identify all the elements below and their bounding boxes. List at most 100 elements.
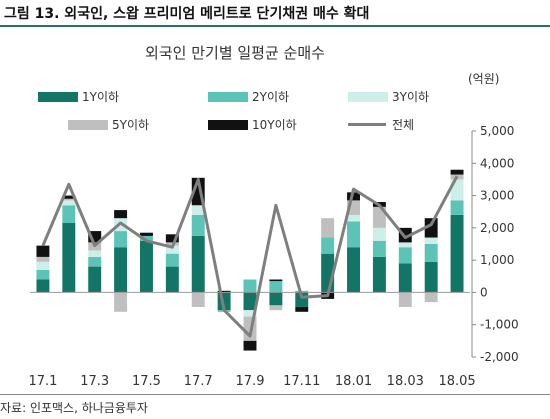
- bars-layer: [30, 169, 470, 351]
- x-tick-label: 17.11: [283, 374, 320, 389]
- bar-segment: [243, 292, 257, 311]
- bar-segment: [424, 292, 438, 303]
- legend-item-2y: 2Y이하: [208, 88, 289, 105]
- x-axis: 17.1 17.3 17.5 17.7 17.9 17.11 18.01 18.03 18.05: [28, 374, 475, 389]
- bar-segment: [88, 266, 102, 293]
- bar-segment: [398, 242, 412, 248]
- total-line-layer: [41, 175, 459, 338]
- bar-segment: [36, 245, 50, 257]
- bar-segment: [269, 292, 283, 306]
- bar-segment: [295, 306, 309, 312]
- y-tick-label: -2,000: [480, 350, 519, 364]
- bar-segment: [165, 234, 179, 243]
- x-tick-label: 17.1: [28, 374, 57, 389]
- legend-label-2y: 2Y이하: [252, 90, 290, 104]
- bar-segment: [243, 340, 257, 351]
- bar-segment: [398, 247, 412, 264]
- bar-segment: [450, 200, 464, 215]
- bar-segment: [372, 227, 386, 241]
- bar-segment: [191, 205, 205, 215]
- legend-swatch-5y: [68, 119, 108, 130]
- bar-segment: [191, 292, 205, 307]
- bar-segment: [243, 310, 257, 317]
- bar-segment: [36, 256, 50, 262]
- y-tick-label: 4,000: [480, 156, 514, 170]
- x-tick-label: 18.05: [438, 374, 475, 389]
- bar-segment: [347, 221, 360, 248]
- bar-segment: [62, 198, 76, 201]
- y-tick-label: 1,000: [480, 253, 514, 267]
- y-tick-label: 0: [480, 285, 488, 299]
- bar-segment: [321, 218, 335, 238]
- title-rule: [0, 25, 550, 27]
- legend-item-3y: 3Y이하: [348, 88, 429, 105]
- legend-swatch-total: [348, 123, 386, 126]
- x-tick-label: 17.5: [132, 374, 161, 389]
- x-tick-label: 17.9: [236, 374, 265, 389]
- bar-segment: [347, 192, 360, 201]
- bar-segment: [165, 266, 179, 293]
- bar-segment: [269, 305, 283, 311]
- bar-segment: [191, 214, 205, 236]
- legend: 1Y이하 2Y이하 3Y이하 5Y이하 10Y이하 전체: [0, 84, 470, 134]
- bar-segment: [450, 214, 464, 293]
- bar-segment: [424, 237, 438, 244]
- x-tick-label: 18.03: [387, 374, 424, 389]
- total-line: [41, 175, 459, 338]
- bar-segment: [398, 263, 412, 293]
- legend-label-total: 전체: [392, 118, 415, 132]
- bar-segment: [372, 240, 386, 257]
- bottom-rule: [0, 394, 550, 395]
- bar-segment: [88, 250, 102, 257]
- bar-segment: [424, 261, 438, 293]
- x-tick-label: 18.01: [335, 374, 372, 389]
- legend-item-total: 전체: [348, 116, 414, 133]
- bar-segment: [372, 206, 386, 228]
- bar-segment: [140, 235, 153, 241]
- bar-segment: [88, 231, 102, 243]
- x-tick-label: 17.3: [80, 374, 109, 389]
- bar-segment: [62, 195, 76, 199]
- bar-segment: [36, 261, 50, 270]
- unit-label: (억원): [468, 72, 500, 86]
- bar-segment: [62, 200, 76, 206]
- bar-segment: [114, 231, 128, 248]
- legend-swatch-1y: [38, 91, 78, 102]
- bar-segment: [398, 292, 412, 307]
- chart-title: 외국인 만기별 일평균 순매수: [145, 44, 325, 62]
- bar-segment: [165, 245, 179, 254]
- y-tick-label: -1,000: [480, 318, 519, 332]
- legend-label-1y: 1Y이하: [82, 90, 120, 104]
- bar-segment: [269, 281, 283, 293]
- bar-segment: [424, 244, 438, 262]
- y-tick-label: 3,000: [480, 189, 514, 203]
- bar-segment: [450, 169, 464, 175]
- bar-segment: [62, 205, 76, 224]
- bar-segment: [191, 235, 205, 293]
- bar-segment: [36, 269, 50, 280]
- bar-segment: [140, 232, 153, 236]
- bar-segment: [114, 210, 128, 219]
- legend-item-5y: 5Y이하: [68, 116, 149, 133]
- legend-label-5y: 5Y이하: [112, 118, 150, 132]
- bar-segment: [243, 279, 257, 293]
- figure-title: 그림 13. 외국인, 스왑 프리미엄 메리트로 단기채권 매수 확대: [4, 6, 370, 22]
- legend-item-1y: 1Y이하: [38, 88, 119, 105]
- bar-segment: [140, 240, 153, 293]
- bar-segment: [36, 279, 50, 293]
- y-axis: 5,000 4,000 3,000 2,000 1,000 0 -1,000 -2,000: [471, 124, 519, 364]
- legend-label-3y: 3Y이하: [392, 90, 430, 104]
- bar-segment: [347, 214, 360, 222]
- legend-swatch-2y: [208, 91, 248, 102]
- bar-segment: [217, 290, 231, 293]
- y-tick-label: 5,000: [480, 124, 514, 138]
- legend-swatch-3y: [348, 91, 388, 102]
- bar-segment: [424, 218, 438, 238]
- bar-segment: [295, 290, 309, 293]
- bar-segment: [321, 237, 335, 254]
- y-tick-label: 2,000: [480, 221, 514, 235]
- bar-segment: [114, 292, 128, 312]
- legend-swatch-10y: [208, 119, 248, 130]
- bar-segment: [165, 253, 179, 267]
